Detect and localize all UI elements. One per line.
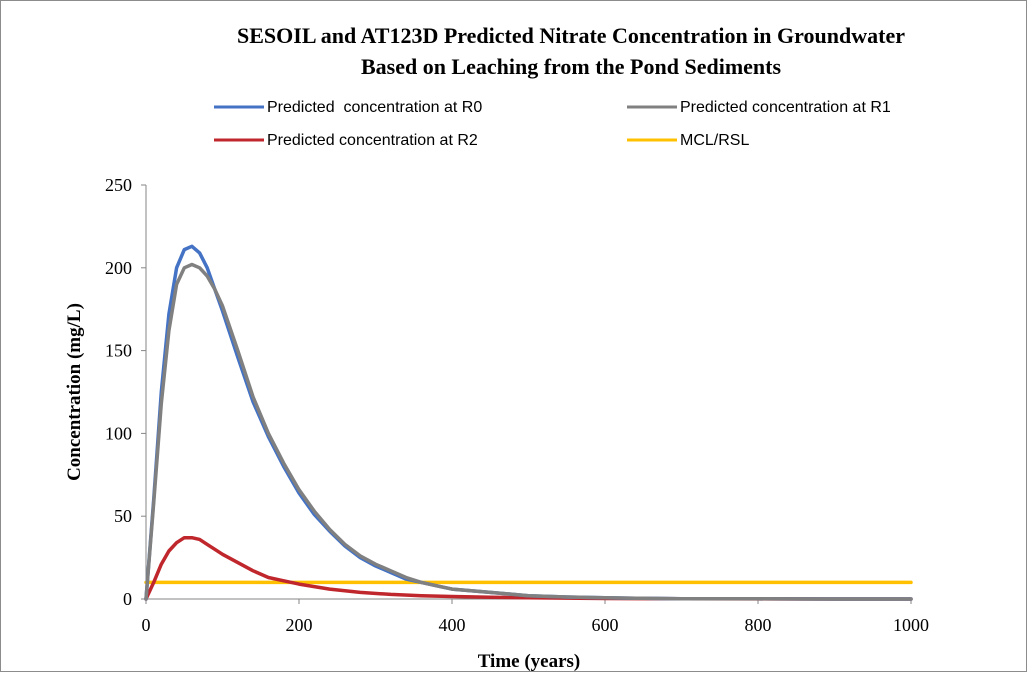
series-line-r1: [144, 262, 913, 601]
x-axis-label: Time (years): [478, 651, 581, 672]
series-lines: [144, 244, 913, 601]
y-tick-label: 200: [105, 258, 132, 278]
y-tick-label: 100: [105, 423, 132, 443]
legend-label-mcl: MCL/RSL: [680, 132, 749, 149]
x-tick-label: 1000: [893, 615, 929, 635]
y-tick-label: 150: [105, 341, 132, 361]
x-tick-label: 800: [745, 615, 772, 635]
chart-title-line-1: SESOIL and AT123D Predicted Nitrate Conc…: [237, 23, 905, 48]
y-tick-label: 50: [114, 506, 132, 526]
x-tick-label: 200: [286, 615, 313, 635]
x-ticks: 0 200 400 600 800 1000: [142, 599, 929, 635]
series-line-r0: [144, 244, 913, 601]
y-tick-label: 250: [105, 175, 132, 195]
legend-label-r1: Predicted concentration at R1: [680, 99, 891, 116]
x-tick-label: 400: [439, 615, 466, 635]
x-tick-label: 600: [592, 615, 619, 635]
y-ticks: 0 50 100 150 200 250: [105, 175, 146, 609]
y-axis-label: Concentration (mg/L): [64, 303, 85, 481]
axes: [145, 185, 911, 600]
legend-label-r0: Predicted concentration at R0: [267, 99, 482, 116]
legend: Predicted concentration at R0 Predicted …: [214, 99, 891, 149]
chart-title-line-2: Based on Leaching from the Pond Sediment…: [361, 54, 782, 79]
legend-label-r2: Predicted concentration at R2: [267, 132, 478, 149]
x-tick-label: 0: [142, 615, 151, 635]
series-line-r2: [144, 535, 913, 601]
y-tick-label: 0: [123, 589, 132, 609]
